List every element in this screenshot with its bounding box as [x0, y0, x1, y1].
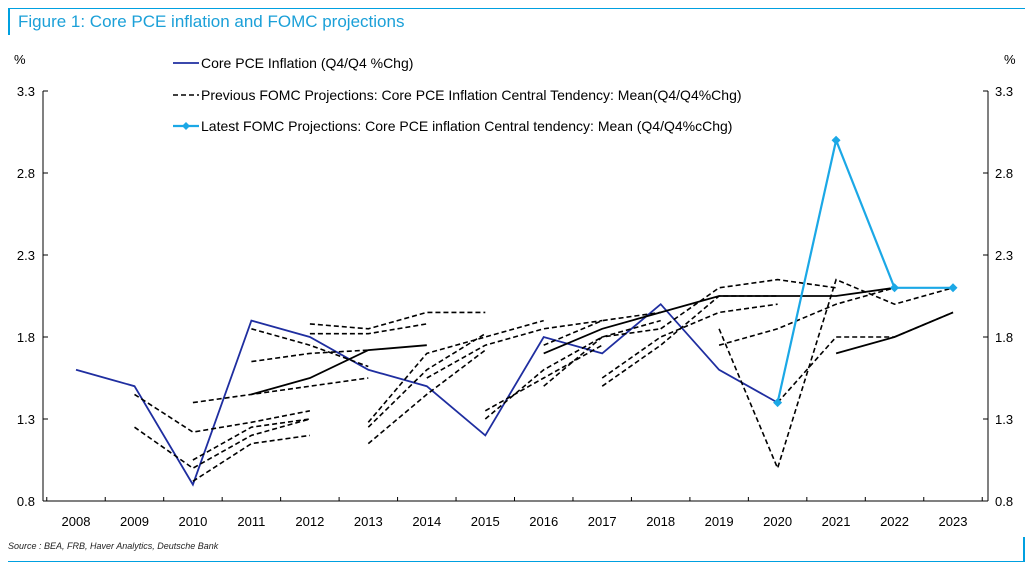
y-tick-label-left: 1.8 [17, 330, 35, 345]
chart-legend: Core PCE Inflation (Q4/Q4 %Chg) Previous … [173, 55, 742, 134]
legend-marker-latest [182, 122, 190, 130]
legend-label: Previous FOMC Projections: Core PCE Infl… [201, 87, 742, 103]
y-tick-label-right: 3.3 [995, 84, 1013, 99]
x-tick-label: 2012 [295, 514, 324, 529]
x-tick-label: 2015 [471, 514, 500, 529]
chart-series [75, 135, 958, 487]
x-tick-label: 2018 [646, 514, 675, 529]
previous-projection-line [426, 319, 603, 379]
previous-projection-line [134, 418, 311, 470]
previous-projection-line [367, 333, 486, 428]
previous-projection-line [192, 377, 369, 404]
previous-projection-line [367, 319, 544, 423]
y-tick-label-right: 2.8 [995, 166, 1013, 181]
previous-projection-line [309, 311, 486, 330]
y-tick-label-left: 1.3 [17, 412, 35, 427]
previous-projection-line [251, 328, 369, 368]
previous-projection-line [192, 418, 311, 461]
x-tick-label: 2016 [529, 514, 558, 529]
previous-projection-line [192, 434, 311, 482]
chart-axes: % % 0.8 0.8 1.3 1.3 1.8 1.8 2.3 2.3 2.8 2.8 3.3 3.3 20… [14, 52, 1016, 529]
previous-projection-line [484, 344, 603, 412]
previous-projection-line [134, 393, 311, 433]
legend-label: Latest FOMC Projections: Core PCE inflat… [201, 118, 732, 134]
y-tick-label-left: 2.8 [17, 166, 35, 181]
x-tick-label: 2019 [705, 514, 734, 529]
title-bar: Figure 1: Core PCE inflation and FOMC pr… [8, 8, 1025, 35]
y-unit-right: % [1004, 52, 1016, 67]
previous-projection-line [484, 319, 661, 420]
latest-projection-marker [890, 283, 900, 293]
x-tick-label: 2020 [763, 514, 792, 529]
y-unit-left: % [14, 52, 26, 67]
x-tick-label: 2009 [120, 514, 149, 529]
previous-projection-line [718, 278, 954, 471]
y-tick-label-left: 2.3 [17, 248, 35, 263]
latest-projection-marker [831, 135, 841, 145]
y-tick-label-left: 0.8 [17, 494, 35, 509]
y-tick-label-right: 1.8 [995, 330, 1013, 345]
previous-projection-solid-line [543, 286, 895, 355]
source-note: Source : BEA, FRB, Haver Analytics, Deut… [8, 541, 219, 551]
x-tick-label: 2023 [939, 514, 968, 529]
x-tick-label: 2013 [354, 514, 383, 529]
chart-title: Figure 1: Core PCE inflation and FOMC pr… [18, 12, 405, 31]
x-tick-label: 2017 [588, 514, 617, 529]
latest-projection-line [776, 136, 953, 403]
previous-projection-line [601, 303, 778, 379]
previous-projection-line [251, 349, 369, 363]
previous-projection-line [543, 328, 661, 387]
previous-projection-solid-line [251, 344, 427, 396]
x-tick-label: 2008 [62, 514, 91, 529]
previous-projection-solid-line [835, 311, 954, 355]
x-tick-label: 2021 [822, 514, 851, 529]
previous-projection-line [718, 287, 895, 346]
core-pce-line [75, 302, 779, 487]
x-tick-label: 2014 [412, 514, 441, 529]
previous-projection-line [777, 311, 954, 404]
x-tick-label: 2010 [178, 514, 207, 529]
y-tick-label-right: 0.8 [995, 494, 1013, 509]
latest-projection-marker [948, 283, 958, 293]
x-tick-label: 2011 [237, 514, 265, 529]
y-tick-label-right: 1.3 [995, 412, 1013, 427]
latest-projection-marker [773, 398, 783, 408]
previous-projection-line [309, 323, 427, 335]
x-tick-label: 2022 [880, 514, 909, 529]
previous-projection-line [367, 349, 486, 445]
y-tick-label-left: 3.3 [17, 84, 35, 99]
legend-label: Core PCE Inflation (Q4/Q4 %Chg) [201, 55, 413, 71]
y-tick-label-right: 2.3 [995, 248, 1013, 263]
previous-projection-line [660, 278, 837, 330]
footer-bar: Source : BEA, FRB, Haver Analytics, Deut… [8, 537, 1025, 562]
previous-projection-line [601, 295, 778, 387]
